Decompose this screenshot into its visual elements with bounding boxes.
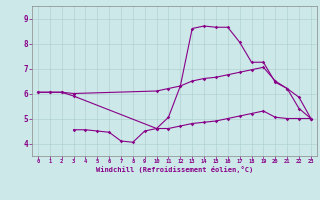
X-axis label: Windchill (Refroidissement éolien,°C): Windchill (Refroidissement éolien,°C) [96,166,253,173]
